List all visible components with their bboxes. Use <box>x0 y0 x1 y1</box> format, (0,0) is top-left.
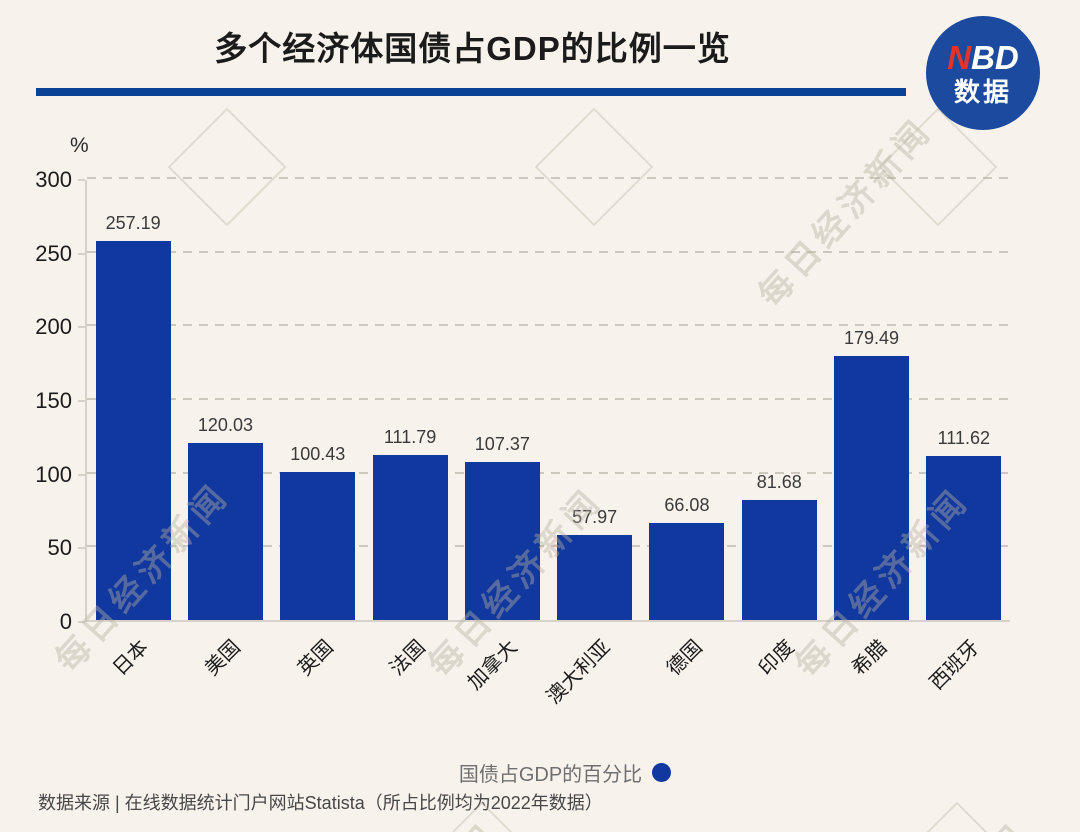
x-axis-label: 英国 <box>293 636 338 681</box>
x-axis-label: 希腊 <box>847 636 892 681</box>
logo-nbd-text: NBD <box>947 41 1019 74</box>
logo-letter-n: N <box>947 39 972 76</box>
bar-slot: 111.79 法国 <box>364 180 456 680</box>
x-axis-label: 澳大利亚 <box>542 636 615 709</box>
source-text: 数据来源 | 在线数据统计门户网站Statista（所占比例均为2022年数据） <box>38 793 603 813</box>
logo-letters-bd: BD <box>971 39 1019 76</box>
bar-slot: 81.68 印度 <box>733 180 825 680</box>
chart-title: 多个经济体国债占GDP的比例一览 <box>214 30 731 67</box>
gridline <box>87 250 1010 253</box>
watermark-text: 每日经济新闻 <box>842 810 1039 832</box>
y-axis-label: 300 <box>35 167 72 192</box>
bar <box>649 522 725 620</box>
bar-value-label: 107.37 <box>474 433 530 454</box>
x-axis-label: 加拿大 <box>464 636 523 695</box>
y-axis-tick <box>78 252 85 255</box>
bar <box>95 241 171 620</box>
bar-value-label: 111.79 <box>383 427 437 448</box>
bar-series: 257.19 日本 120.03 美国 100.43 英国 111.79 法国 107.37 加拿… <box>87 180 1010 708</box>
bar-value-label: 120.03 <box>197 415 253 436</box>
x-axis-label: 印度 <box>755 636 800 681</box>
legend: 国债占GDP的百分比 <box>25 758 1080 787</box>
bar-slot: 257.19 日本 <box>87 180 179 680</box>
bar-slot: 111.62 西班牙 <box>918 180 1010 694</box>
x-axis-label: 法国 <box>386 636 430 681</box>
title-underline <box>36 88 906 96</box>
bar-value-label: 100.43 <box>290 444 346 465</box>
bar <box>372 455 448 620</box>
y-axis-label: 150 <box>35 388 72 413</box>
y-axis-tick <box>78 473 85 476</box>
bar-value-label: 179.49 <box>843 327 900 348</box>
x-axis-label: 西班牙 <box>925 636 984 695</box>
y-axis-tick <box>78 179 85 181</box>
y-axis-label: 200 <box>35 314 72 340</box>
bar-value-label: 57.97 <box>572 506 618 527</box>
bar-slot: 107.37 加拿大 <box>456 180 548 694</box>
bar-value-label: 257.19 <box>105 213 161 234</box>
bar-slot: 57.97 澳大利亚 <box>542 180 640 708</box>
plot-area: 257.19 日本 120.03 美国 100.43 英国 111.79 法国 107.37 加拿… <box>85 177 1010 708</box>
bar-value-label: 81.68 <box>756 471 802 492</box>
bar-slot: 66.08 德国 <box>641 180 733 680</box>
bar <box>926 455 1002 620</box>
watermark-diamond-icon <box>897 801 1017 832</box>
bar <box>464 461 540 620</box>
bar-value-label: 111.62 <box>937 427 991 448</box>
bar-slot: 100.43 英国 <box>272 180 364 680</box>
bar <box>557 534 633 620</box>
gridline <box>87 177 1010 179</box>
bar-slot: 179.49 希腊 <box>825 180 917 680</box>
bar-slot: 120.03 美国 <box>179 180 271 680</box>
gridline <box>87 545 1010 548</box>
y-axis-label: 50 <box>47 535 72 561</box>
logo-subtext: 数据 <box>953 77 1012 107</box>
x-axis-label: 日本 <box>109 636 153 681</box>
legend-dot-icon <box>652 763 672 782</box>
y-axis-tick <box>78 400 85 402</box>
y-axis-unit-label: % <box>70 134 89 157</box>
bar <box>280 472 356 620</box>
bar <box>834 355 910 620</box>
y-axis-tick <box>78 621 85 623</box>
y-axis-label: 250 <box>35 240 72 266</box>
y-axis-label: 0 <box>59 609 72 634</box>
bar-value-label: 66.08 <box>664 494 710 515</box>
bar <box>741 499 817 620</box>
nbd-logo: NBD 数据 <box>926 16 1040 130</box>
y-axis-tick <box>78 326 85 329</box>
gridline <box>87 324 1010 327</box>
x-axis-label: 美国 <box>201 636 246 681</box>
legend-label: 国债占GDP的百分比 <box>458 764 643 786</box>
x-axis-label: 德国 <box>662 636 707 681</box>
y-axis-tick <box>78 547 85 550</box>
y-axis-label: 100 <box>35 461 72 487</box>
gridline <box>87 471 1010 474</box>
gridline <box>87 398 1010 400</box>
bar <box>187 443 263 620</box>
